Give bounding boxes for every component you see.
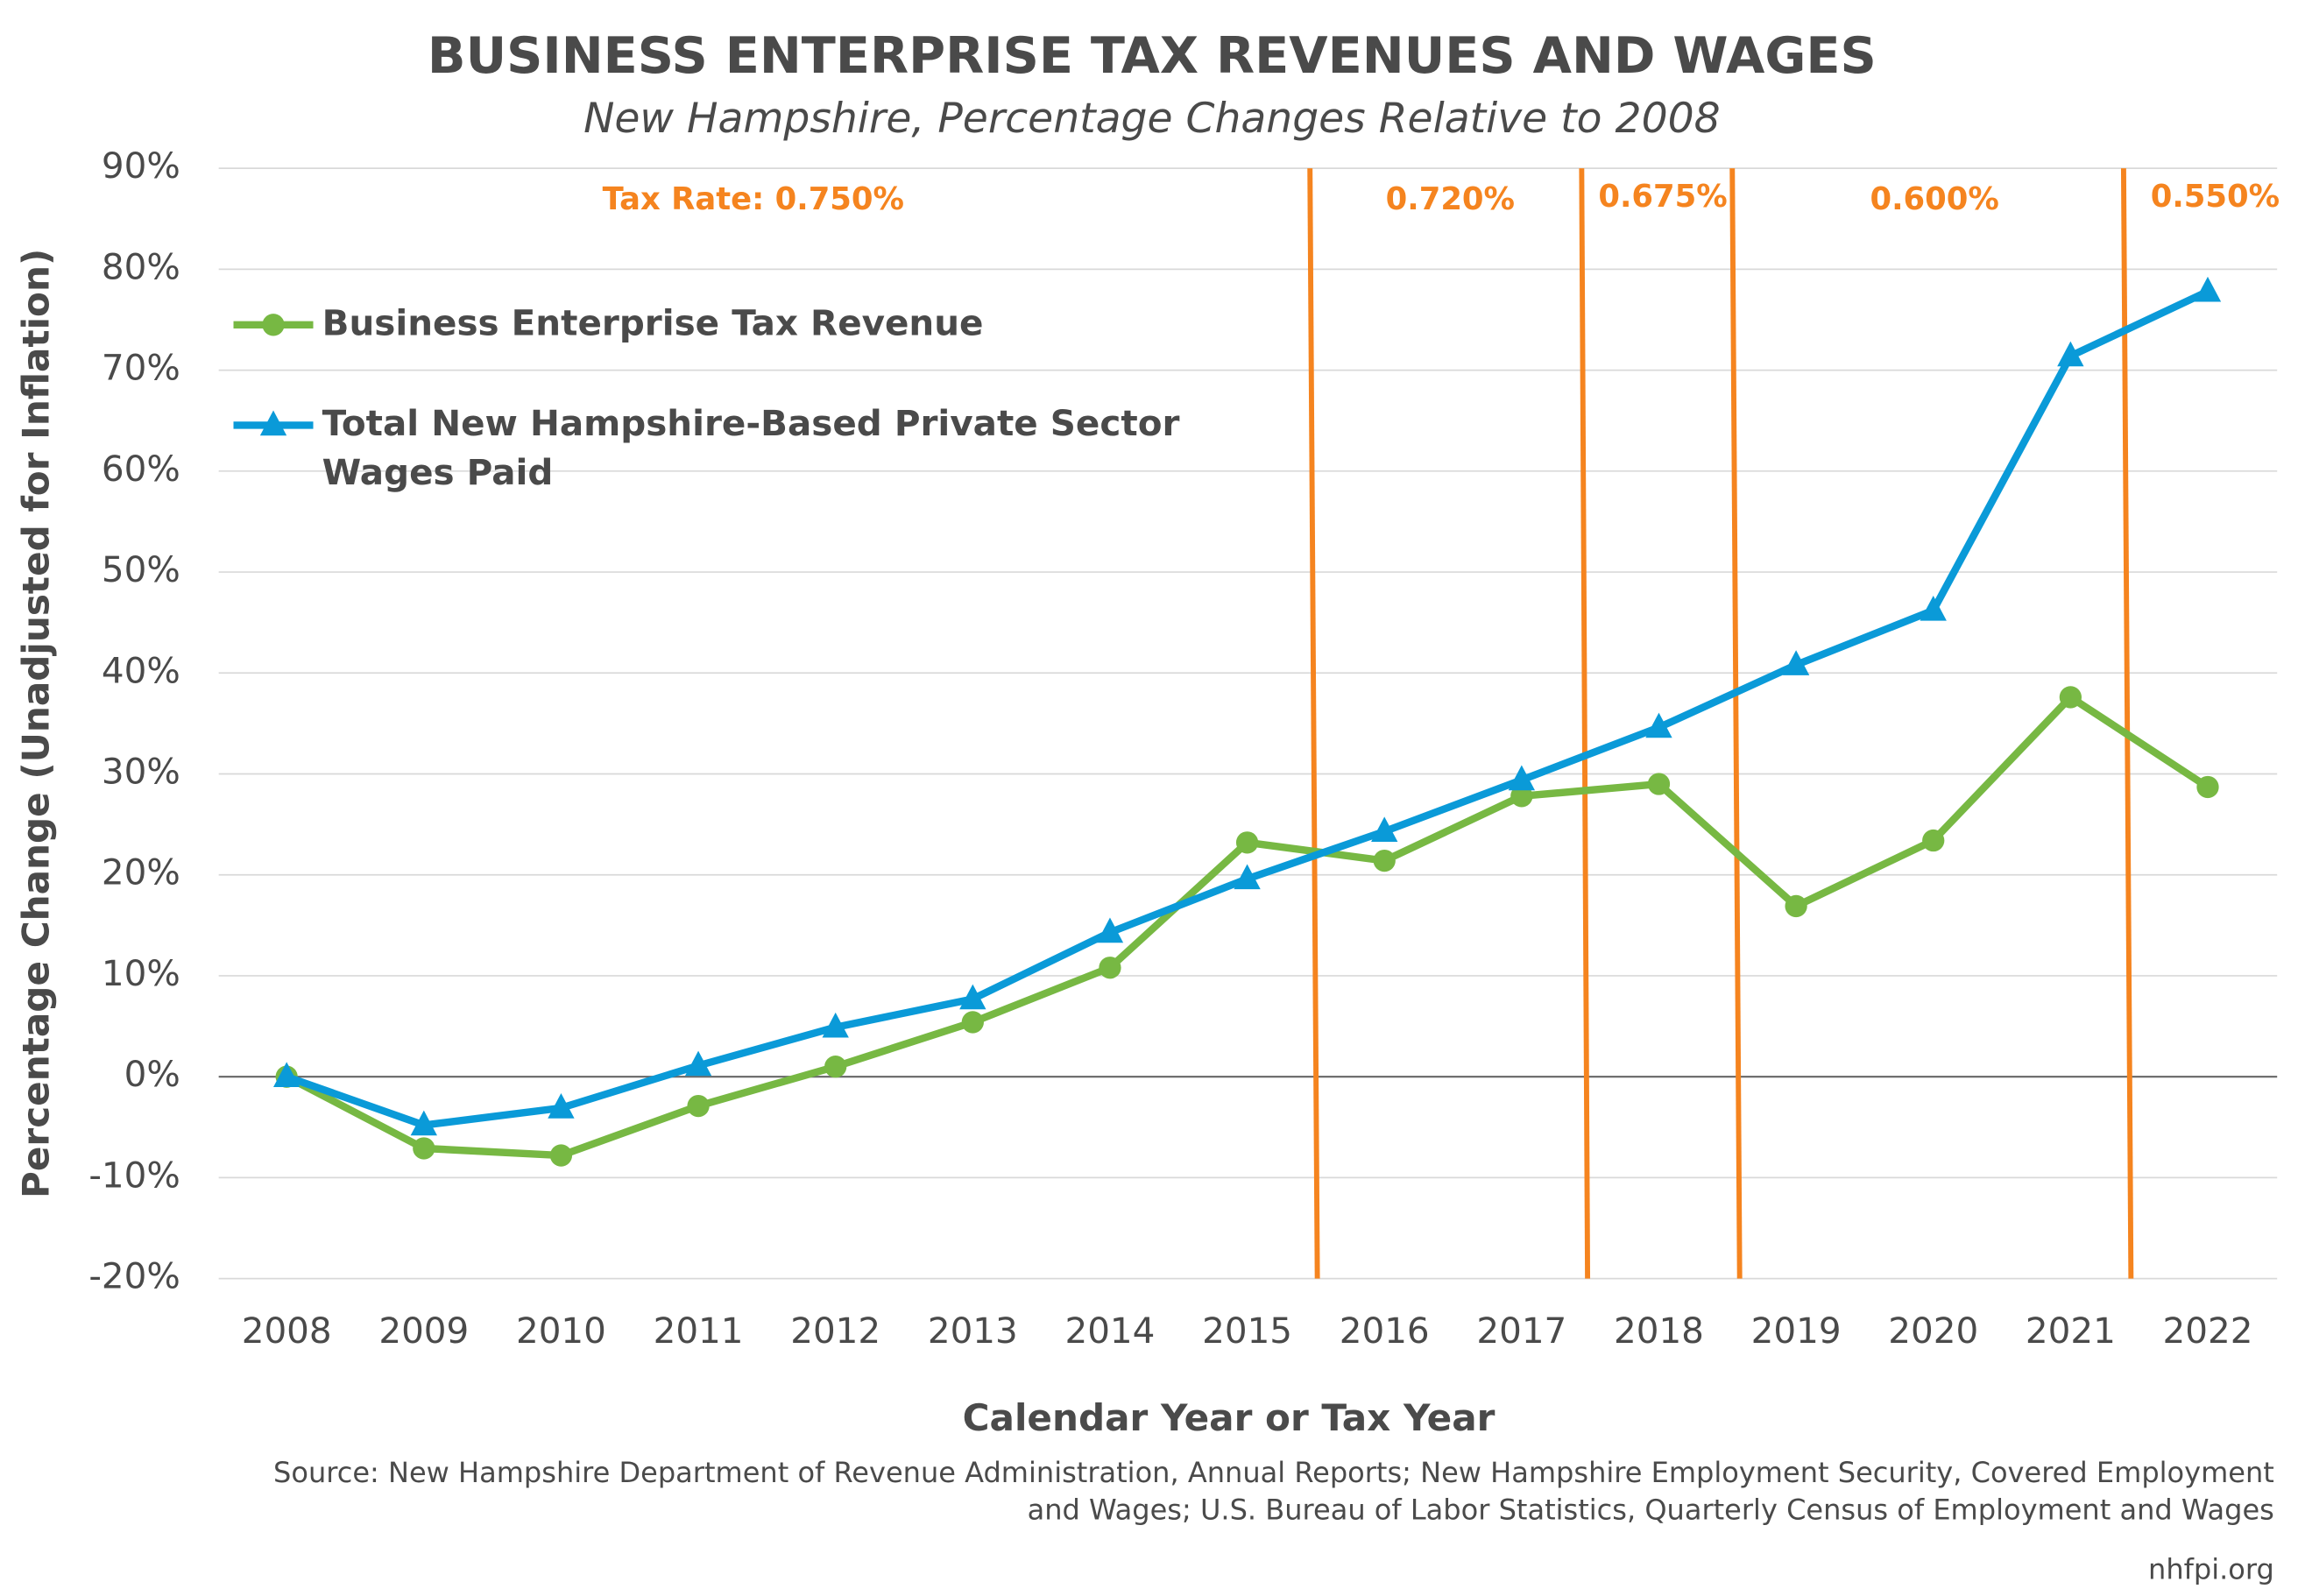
y-tick-label: 40% bbox=[102, 649, 180, 691]
y-axis-label: Percentage Change (Unadjusted for Inflat… bbox=[15, 249, 58, 1198]
y-tick-label: 70% bbox=[102, 347, 180, 389]
legend-marker bbox=[262, 314, 285, 336]
data-point bbox=[961, 1011, 984, 1034]
y-tick-label: 20% bbox=[102, 851, 180, 893]
chart-subtitle: New Hampshire, Percentage Changes Relati… bbox=[583, 95, 1721, 143]
rate-change-line bbox=[2120, 168, 2134, 1279]
legend-label: Business Enterprise Tax Revenue bbox=[322, 302, 984, 344]
data-point bbox=[2194, 276, 2222, 302]
x-tick-label: 2017 bbox=[1476, 1310, 1566, 1352]
legend-marker bbox=[259, 410, 287, 436]
rate-change-line bbox=[1579, 168, 1591, 1279]
x-tick-label: 2021 bbox=[2026, 1310, 2116, 1352]
x-tick-label: 2011 bbox=[654, 1310, 744, 1352]
x-tick-label: 2009 bbox=[378, 1310, 469, 1352]
data-point bbox=[1096, 917, 1124, 943]
data-point bbox=[548, 1093, 575, 1119]
chart-title: BUSINESS ENTERPRISE TAX REVENUES AND WAG… bbox=[428, 26, 1877, 85]
y-tick-label: -20% bbox=[88, 1255, 180, 1297]
x-tick-label: 2016 bbox=[1340, 1310, 1430, 1352]
data-point bbox=[687, 1094, 710, 1118]
source: Source: New Hampshire Department of Reve… bbox=[273, 1457, 2274, 1527]
source-box: Source: New Hampshire Department of Reve… bbox=[273, 1457, 2274, 1527]
x-tick-label: 2010 bbox=[516, 1310, 606, 1352]
data-point bbox=[1099, 957, 1121, 979]
x-tick-label: 2014 bbox=[1064, 1310, 1155, 1352]
y-tick-label: 10% bbox=[102, 952, 180, 994]
data-point bbox=[1373, 849, 1396, 872]
x-tick-label: 2018 bbox=[1614, 1310, 1704, 1352]
x-tick-label: 2020 bbox=[1888, 1310, 1978, 1352]
y-tick-label: 50% bbox=[102, 548, 180, 590]
data-point bbox=[1508, 765, 1536, 791]
y-tick-label: 0% bbox=[124, 1053, 180, 1095]
data-point bbox=[1235, 831, 1259, 854]
data-point bbox=[1785, 894, 1807, 918]
annotation: 0.720% bbox=[1386, 181, 1515, 217]
data-point bbox=[549, 1144, 573, 1167]
annotation: 0.675% bbox=[1598, 179, 1727, 215]
rate-change-line bbox=[1729, 168, 1743, 1279]
data-point bbox=[1922, 829, 1945, 852]
data-point bbox=[413, 1137, 435, 1160]
data-point bbox=[1647, 773, 1671, 795]
y-tick-label: 30% bbox=[102, 750, 180, 792]
y-tick-label: 80% bbox=[102, 245, 180, 287]
y-tick-label: 90% bbox=[102, 145, 180, 187]
data-point bbox=[824, 1056, 847, 1078]
data-point bbox=[1920, 595, 1947, 621]
annotation: 0.550% bbox=[2151, 179, 2280, 215]
data-point bbox=[684, 1050, 712, 1077]
data-point bbox=[2059, 686, 2082, 709]
data-point bbox=[822, 1012, 849, 1038]
x-tick-label: 2019 bbox=[1751, 1310, 1842, 1352]
x-axis-label: Calendar Year or Tax Year bbox=[963, 1396, 1495, 1439]
data-point bbox=[273, 1062, 301, 1087]
data-point bbox=[1782, 650, 1810, 675]
data-point bbox=[2196, 775, 2219, 799]
data-point bbox=[410, 1110, 437, 1136]
x-tick-label: 2013 bbox=[928, 1310, 1018, 1352]
y-tick-label: 60% bbox=[102, 448, 180, 490]
series-line bbox=[285, 693, 2210, 1160]
data-point bbox=[1234, 864, 1261, 890]
legend-label-box: Business Enterprise Tax Revenue bbox=[322, 302, 984, 344]
x-tick-label: 2012 bbox=[790, 1310, 880, 1352]
annotation: Tax Rate: 0.750% bbox=[603, 181, 904, 217]
credit: nhfpi.org bbox=[2148, 1552, 2274, 1585]
y-tick-label: -10% bbox=[88, 1154, 180, 1196]
x-tick-label: 2008 bbox=[242, 1310, 332, 1352]
data-point bbox=[959, 984, 986, 1010]
data-point bbox=[1371, 816, 1398, 842]
x-tick-label: 2022 bbox=[2163, 1310, 2253, 1352]
rate-change-line bbox=[1307, 168, 1320, 1279]
annotation: 0.600% bbox=[1870, 181, 1999, 217]
data-point bbox=[1510, 785, 1533, 808]
data-point bbox=[1645, 712, 1672, 738]
legend-label: Total New Hampshire-Based Private Sector… bbox=[322, 403, 1180, 493]
data-point bbox=[2057, 341, 2084, 367]
x-tick-label: 2015 bbox=[1202, 1310, 1292, 1352]
legend-label-box: Total New Hampshire-Based Private Sector… bbox=[322, 403, 1180, 493]
